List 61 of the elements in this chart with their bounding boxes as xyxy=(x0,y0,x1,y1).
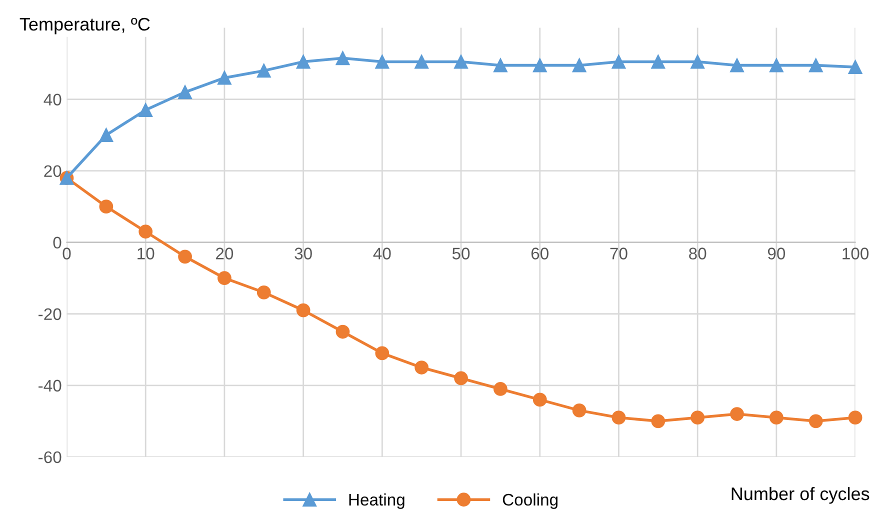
point xyxy=(848,410,862,425)
point xyxy=(218,70,232,85)
point xyxy=(690,410,705,425)
point xyxy=(808,414,823,428)
point xyxy=(414,54,429,69)
y-axis-title: Temperature, ºC xyxy=(20,18,150,34)
point xyxy=(730,58,744,72)
point xyxy=(651,54,666,69)
x-tick-label: 70 xyxy=(610,248,628,260)
point xyxy=(375,346,390,360)
x-axis-title: Number of cycles xyxy=(732,486,870,504)
point xyxy=(99,200,114,214)
y-tick-label: 0 xyxy=(53,236,62,249)
point xyxy=(532,58,547,72)
x-tick-label: 100 xyxy=(842,248,869,260)
point xyxy=(414,360,429,374)
point xyxy=(572,58,586,72)
x-tick-label: 90 xyxy=(768,248,786,260)
point xyxy=(138,103,153,117)
point xyxy=(532,392,547,407)
x-tick-label: 60 xyxy=(531,248,548,260)
x-tick-label: 20 xyxy=(216,248,234,260)
point xyxy=(494,58,508,72)
x-tick-label: 80 xyxy=(689,248,706,260)
point xyxy=(494,382,508,396)
point xyxy=(651,414,666,428)
y-tick-label: -60 xyxy=(38,451,62,464)
point xyxy=(296,54,310,69)
point xyxy=(454,371,468,386)
y-tick-label: -20 xyxy=(38,308,62,320)
point xyxy=(769,58,784,72)
point xyxy=(454,54,468,69)
point xyxy=(375,54,390,69)
x-tick-label: 10 xyxy=(138,248,154,260)
x-tick-label: 50 xyxy=(452,248,470,260)
point xyxy=(336,51,350,66)
point xyxy=(612,410,626,425)
point xyxy=(178,250,192,264)
point xyxy=(336,324,350,339)
legend-label: Heating xyxy=(349,493,404,509)
point xyxy=(730,407,744,421)
point xyxy=(612,54,626,69)
point xyxy=(256,285,271,300)
point xyxy=(769,410,784,425)
point xyxy=(218,271,232,286)
y-tick-label: 20 xyxy=(44,165,62,178)
x-tick-label: 30 xyxy=(294,248,312,260)
point xyxy=(848,60,862,74)
legend-label: Cooling xyxy=(502,493,558,509)
point xyxy=(690,54,705,69)
point xyxy=(296,303,310,318)
x-tick-label: 0 xyxy=(62,248,71,260)
point xyxy=(572,403,586,418)
x-tick-label: 40 xyxy=(373,248,391,260)
point xyxy=(178,85,192,100)
y-tick-label: -40 xyxy=(38,380,62,392)
point xyxy=(99,128,114,142)
point xyxy=(808,58,823,72)
y-tick-label: 40 xyxy=(44,94,62,106)
point xyxy=(256,64,271,78)
point xyxy=(138,224,153,239)
